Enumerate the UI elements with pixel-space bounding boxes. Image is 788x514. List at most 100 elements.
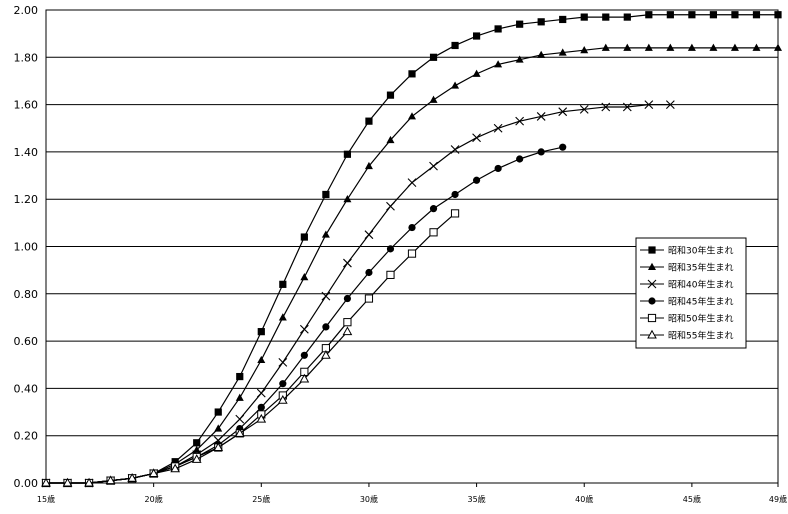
data-point — [386, 201, 395, 211]
data-point — [192, 445, 201, 453]
data-point — [429, 95, 438, 103]
series-line — [46, 146, 563, 484]
x-tick-label: 49歳 — [769, 494, 787, 504]
series-4 — [42, 143, 567, 487]
data-point — [709, 43, 718, 51]
legend-marker — [647, 279, 657, 289]
legend: 昭和30年生まれ昭和35年生まれ昭和40年生まれ昭和45年生まれ昭和50年生まれ… — [635, 237, 747, 349]
data-point — [300, 233, 308, 241]
data-point — [41, 477, 51, 487]
data-point — [558, 48, 567, 56]
y-tick-label: 0.20 — [14, 430, 39, 443]
data-point — [343, 150, 352, 158]
data-point — [343, 195, 352, 203]
data-point — [278, 313, 287, 321]
x-tick-label: 20歳 — [145, 494, 163, 504]
data-point — [407, 178, 417, 188]
data-point — [277, 394, 288, 404]
data-point — [214, 408, 222, 416]
data-point — [365, 117, 373, 125]
data-point — [342, 326, 353, 336]
data-point — [127, 473, 137, 482]
legend-box — [635, 237, 747, 349]
data-point — [580, 46, 589, 54]
data-point — [516, 155, 524, 163]
data-point — [299, 373, 310, 383]
data-point — [731, 11, 739, 19]
data-point — [234, 428, 245, 437]
data-point — [536, 112, 546, 121]
data-point — [343, 258, 352, 268]
y-tick-label: 1.40 — [14, 146, 39, 159]
data-point — [408, 223, 416, 232]
legend-label: 昭和30年生まれ — [668, 245, 733, 257]
legend-marker — [647, 329, 657, 339]
x-tick-label: 35歳 — [467, 494, 485, 504]
series-6 — [41, 326, 353, 487]
x-tick-label: 30歳 — [360, 494, 378, 504]
data-point — [579, 104, 589, 114]
data-point — [623, 43, 632, 51]
data-point — [774, 43, 782, 51]
data-point — [322, 323, 330, 331]
x-axis-tick-labels: 15歳 20歳 25歳 30歳 35歳 40歳 45歳 49歳 — [37, 483, 787, 504]
data-point — [429, 161, 438, 171]
data-point — [601, 102, 611, 112]
data-point — [235, 393, 244, 401]
data-point — [730, 43, 739, 51]
data-point — [537, 148, 545, 156]
x-tick-label: 40歳 — [575, 494, 593, 504]
data-point — [235, 414, 245, 424]
data-point — [256, 388, 266, 398]
legend-marker — [647, 313, 657, 323]
data-point — [559, 143, 567, 151]
y-tick-label: 1.60 — [14, 99, 39, 112]
data-point — [408, 70, 416, 78]
data-point — [193, 439, 201, 447]
legend-label: 昭和40年生まれ — [668, 279, 733, 291]
data-point — [148, 468, 159, 478]
data-point — [622, 102, 632, 112]
y-tick-label: 0.60 — [14, 335, 39, 348]
legend-item: 昭和40年生まれ — [640, 279, 733, 291]
data-point — [257, 403, 265, 411]
data-point — [494, 164, 502, 173]
data-point — [300, 351, 308, 359]
legend-item: 昭和45年生まれ — [640, 296, 733, 308]
legend-label: 昭和55年生まれ — [668, 330, 733, 342]
x-tick-label: 15歳 — [37, 494, 55, 504]
data-point — [278, 357, 288, 367]
data-point — [299, 324, 309, 334]
data-point — [687, 43, 696, 51]
y-tick-label: 1.80 — [14, 51, 39, 64]
data-point — [343, 294, 352, 303]
data-point — [558, 107, 568, 117]
data-point — [515, 55, 524, 63]
data-point — [386, 245, 395, 253]
data-point — [321, 291, 331, 301]
legend-item: 昭和30年生まれ — [640, 245, 733, 257]
data-point — [623, 13, 631, 21]
x-tick-label: 45歳 — [683, 494, 701, 504]
legend-label: 昭和35年生まれ — [668, 262, 733, 274]
data-point — [752, 43, 761, 51]
data-point — [516, 20, 524, 28]
data-point — [408, 112, 416, 120]
data-point — [364, 161, 373, 170]
data-point — [644, 43, 653, 51]
data-point — [665, 100, 675, 109]
data-point — [62, 477, 73, 487]
data-point — [386, 91, 395, 99]
data-point — [213, 442, 224, 452]
data-point — [472, 32, 481, 40]
legend-label: 昭和50年生まれ — [668, 313, 733, 325]
y-tick-label: 0.40 — [14, 382, 39, 395]
y-tick-label: 0.00 — [14, 477, 39, 490]
data-point — [300, 273, 309, 281]
data-point — [365, 268, 373, 277]
data-point — [279, 380, 287, 388]
data-point — [666, 43, 675, 51]
data-point — [688, 11, 696, 19]
data-point — [84, 477, 94, 487]
